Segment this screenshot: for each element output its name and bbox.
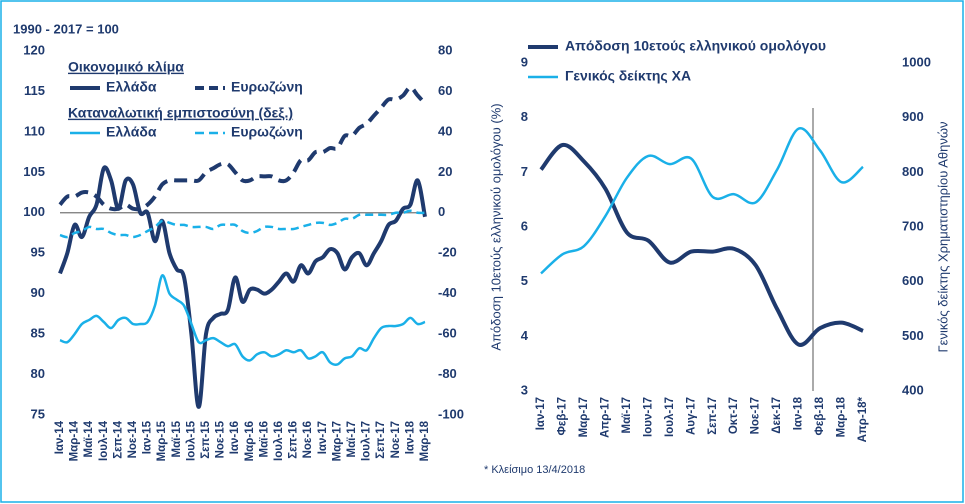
y2-tick-label: 0 (438, 204, 445, 219)
y-tick-label: 80 (31, 366, 45, 381)
y-axis-label: Απόδοση 10ετούς ελληνικού ομολόγου (%) (488, 103, 503, 350)
x-tick-label: Απρ-18* (857, 396, 869, 442)
x-tick-label: Σεπ-17 (707, 397, 719, 435)
y-tick-label: 95 (31, 245, 45, 260)
y2-tick-label: -20 (438, 245, 457, 260)
x-tick-label: Δεκ-17 (771, 397, 783, 434)
x-tick-label: Μαρ-14 (69, 420, 81, 461)
legend-label: Ευρωζώνη (231, 124, 303, 140)
x-tick-label: Ιαν-15 (142, 420, 154, 454)
series-line (58, 165, 427, 409)
series-line (539, 142, 864, 347)
x-tick-label: Ιουλ-17 (664, 397, 676, 437)
y2-tick-label: -80 (438, 366, 457, 381)
series-line (540, 127, 864, 275)
footnote: * Κλείσιμο 13/4/2018 (484, 464, 585, 476)
x-tick-label: Ιαν-18 (404, 420, 416, 454)
y2-tick-label: 400 (902, 382, 924, 397)
y-tick-label: 115 (24, 83, 45, 98)
legend-label: Ελλάδα (106, 79, 157, 95)
y2-tick-label: 80 (438, 42, 452, 57)
x-tick-label: Ιουλ-17 (361, 421, 373, 461)
x-tick-label: Μαρ-15 (156, 420, 168, 461)
x-tick-label: Μαϊ-14 (83, 420, 95, 457)
x-tick-label: Ιαν-16 (229, 421, 241, 454)
y2-axis-label: Γενικός δείκτης Χρηματιστηρίου Αθηνών (935, 122, 950, 353)
y-tick-label: 120 (23, 42, 45, 57)
x-tick-label: Νοε-16 (302, 421, 314, 458)
x-tick-label: Μαρ-17 (331, 421, 343, 461)
y-tick-label: 105 (23, 164, 45, 179)
y-tick-label: 85 (31, 326, 45, 341)
chart-title: 1990 - 2017 = 100 (13, 21, 119, 36)
y2-tick-label: 900 (902, 109, 924, 124)
series-line (59, 274, 426, 366)
y2-tick-label: 600 (902, 273, 924, 288)
series-line (59, 209, 426, 239)
x-tick-label: Νοε-17 (750, 397, 762, 434)
y-tick-label: 8 (521, 109, 528, 124)
legend-label: Γενικός δείκτης ΧΑ (565, 68, 691, 84)
x-tick-label: Μαϊ-15 (171, 420, 183, 457)
x-tick-label: Νοε-17 (390, 421, 402, 458)
x-tick-label: Μαϊ-16 (258, 421, 270, 457)
x-tick-label: Απρ-17 (599, 397, 611, 438)
y-tick-label: 4 (521, 328, 529, 343)
y2-tick-label: -100 (438, 406, 464, 421)
series-line (58, 85, 427, 212)
x-tick-label: Ιουλ-16 (273, 421, 285, 461)
legend-label: Ευρωζώνη (231, 79, 303, 95)
y-tick-label: 6 (521, 218, 528, 233)
x-tick-label: Φεβ-18 (814, 396, 826, 435)
y-tick-label: 75 (31, 406, 45, 421)
x-tick-label: Μαϊ-17 (346, 421, 358, 457)
x-tick-label: Μαρ-18 (836, 396, 848, 437)
y2-tick-label: 1000 (902, 54, 931, 69)
y2-tick-label: 700 (902, 218, 924, 233)
legend-title: Καταναλωτική εμπιστοσύνη (δεξ.) (68, 105, 293, 121)
x-tick-label: Μαϊ-17 (621, 397, 633, 433)
x-tick-label: Νοε-15 (215, 420, 227, 458)
legend-label: Απόδοση 10ετούς ελληνικού ομολόγου (565, 38, 826, 54)
y2-tick-label: 60 (438, 83, 452, 98)
y-tick-label: 100 (23, 204, 45, 219)
x-tick-label: Ιουλ-14 (98, 420, 110, 461)
x-tick-label: Ιαν-18 (793, 396, 805, 430)
x-tick-label: Ιαν-17 (535, 397, 547, 430)
y2-tick-label: -60 (438, 326, 457, 341)
x-tick-label: Αυγ-17 (685, 397, 697, 435)
x-tick-label: Ιαν-14 (54, 420, 66, 454)
y2-tick-label: 20 (438, 164, 452, 179)
legend-title: Οικονομικό κλίμα (68, 59, 184, 75)
x-tick-label: Νοε-14 (127, 420, 139, 458)
y-tick-label: 9 (521, 54, 528, 69)
y2-tick-label: 500 (902, 328, 924, 343)
x-tick-label: Ιουλ-15 (185, 420, 197, 461)
x-tick-label: Σεπ-15 (200, 420, 212, 458)
y2-tick-label: -40 (438, 285, 457, 300)
y-tick-label: 7 (521, 164, 528, 179)
x-tick-label: Σεπ-17 (375, 421, 387, 459)
x-tick-label: Μαρ-17 (578, 397, 590, 437)
x-tick-label: Ιαν-17 (317, 421, 329, 454)
x-tick-label: Σεπ-14 (112, 420, 124, 458)
x-tick-label: Μαρ-18 (419, 420, 431, 461)
y-tick-label: 110 (24, 123, 45, 138)
y2-tick-label: 40 (438, 123, 452, 138)
legend-label: Ελλάδα (106, 124, 157, 140)
y-tick-label: 3 (521, 382, 528, 397)
x-tick-label: Σεπ-16 (288, 421, 300, 459)
x-tick-label: Οκτ-17 (728, 397, 740, 434)
y-tick-label: 5 (521, 273, 528, 288)
x-tick-label: Μαρ-16 (244, 421, 256, 461)
y-tick-label: 90 (31, 285, 45, 300)
x-tick-label: Φεβ-17 (556, 397, 568, 436)
x-tick-label: Ιουν-17 (642, 397, 654, 437)
y2-tick-label: 800 (902, 164, 924, 179)
